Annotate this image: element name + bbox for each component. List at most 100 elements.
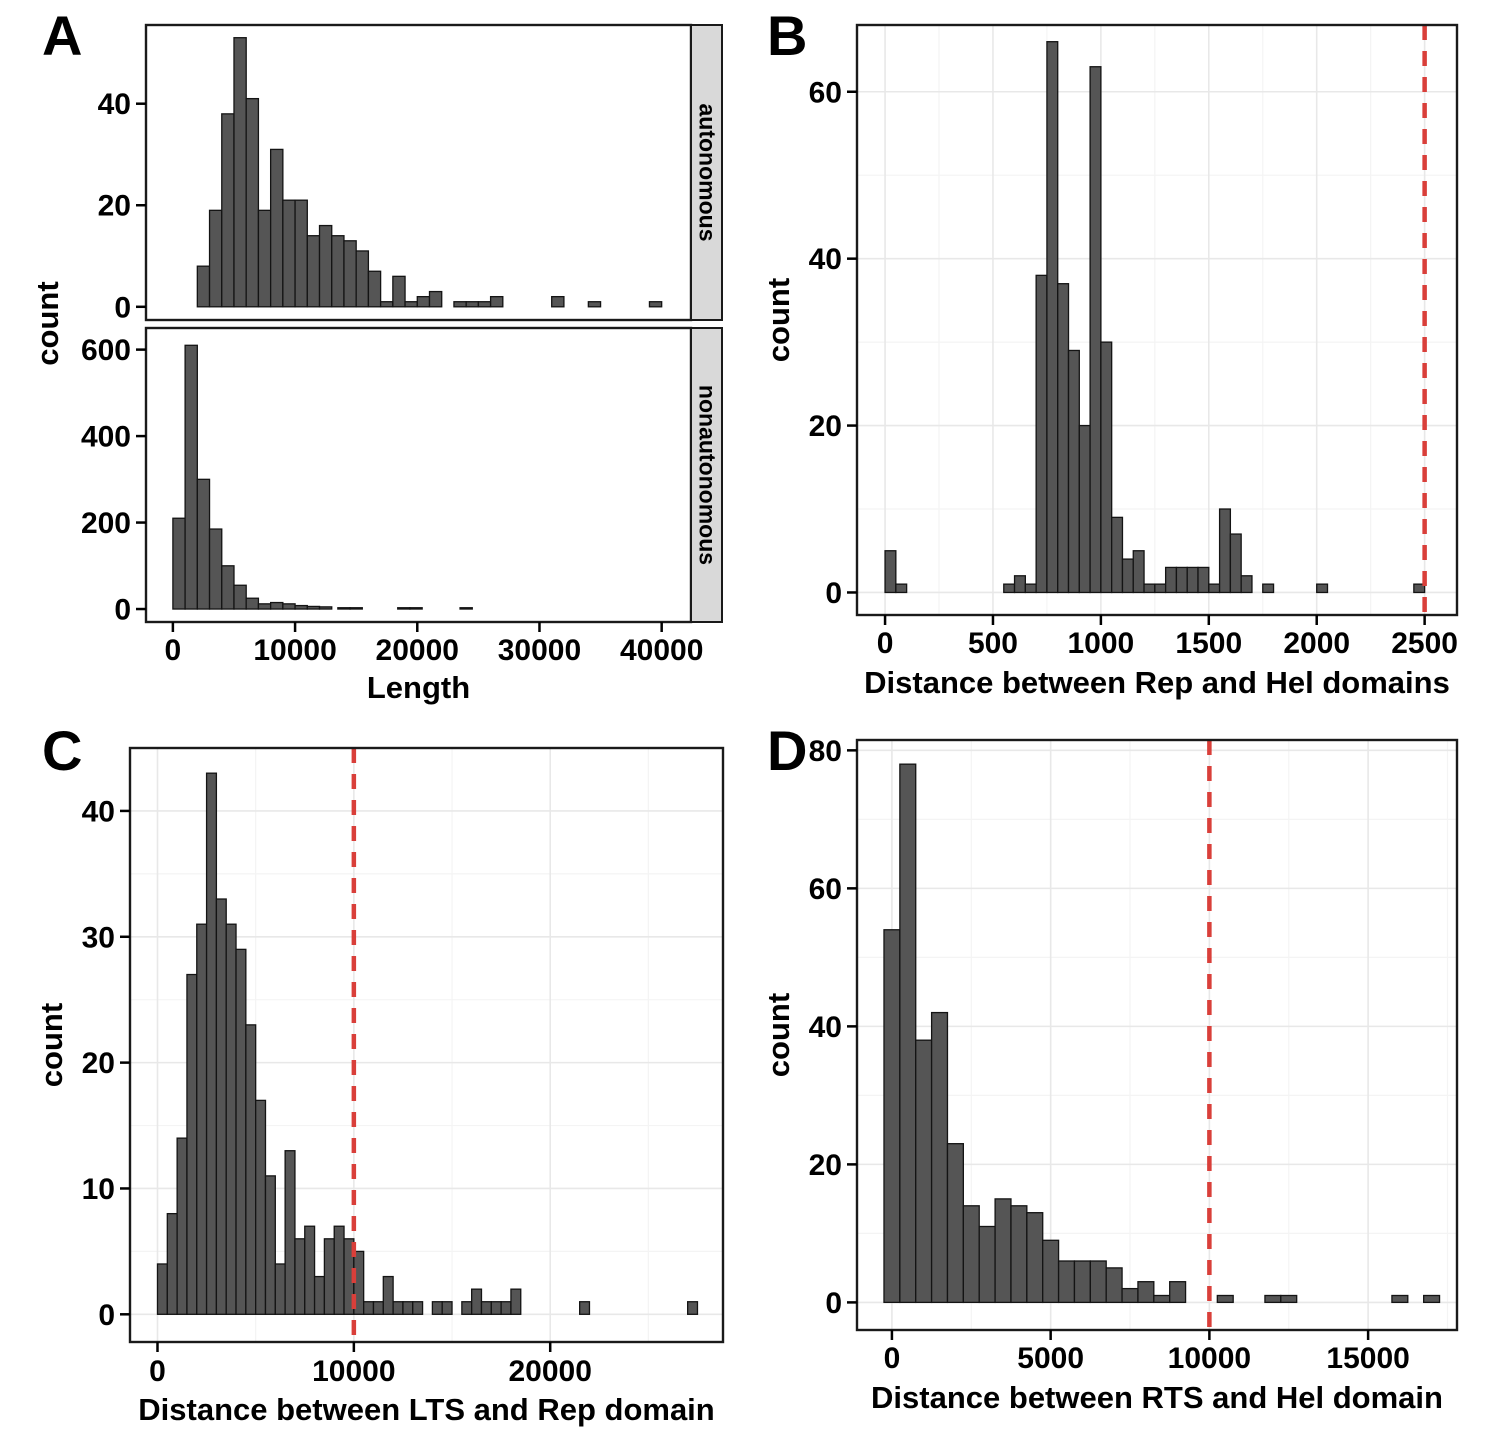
histogram-bar <box>282 603 296 610</box>
y-axis: 0 200 400 600 <box>81 334 146 627</box>
histogram-bar <box>233 37 247 308</box>
histogram-bar <box>402 1301 414 1315</box>
x-axis: 0 10000 20000 30000 40000 <box>165 622 703 667</box>
histogram-bar <box>648 301 663 308</box>
facet-strip-background <box>690 24 723 321</box>
y-axis-tick-label: 60 <box>809 873 842 906</box>
histogram-bar <box>510 1288 522 1315</box>
histogram-bar <box>1089 66 1102 594</box>
histogram-bar <box>1413 583 1426 594</box>
histogram-bar <box>459 607 473 610</box>
x-axis-tick-label: 10000 <box>312 1355 395 1388</box>
x-axis-title: Distance between RTS and Hel domain <box>871 1380 1443 1415</box>
histogram-bar <box>994 1198 1012 1304</box>
histogram-bar <box>235 948 247 1315</box>
histogram-bar <box>294 199 308 308</box>
histogram-bar <box>245 1024 257 1315</box>
y-axis-title: count <box>761 993 796 1077</box>
histogram-bar <box>372 1301 384 1315</box>
y-axis-tick-label: 40 <box>82 795 115 828</box>
x-axis-tick-label: 15000 <box>1326 1342 1409 1375</box>
histogram-bar <box>323 1238 335 1315</box>
panel-A: A 0 20 40 autonomous 0 200 400 600 nonautonomous… <box>0 0 747 715</box>
panel-letter-C: C <box>42 719 83 782</box>
x-axis-tick-label: 2500 <box>1391 627 1458 660</box>
histogram-bar <box>453 301 467 308</box>
histogram-bar <box>1197 566 1210 594</box>
panel-border <box>855 23 1459 617</box>
histogram-bar <box>306 605 321 610</box>
y-axis-tick-label: 40 <box>809 1011 842 1044</box>
panel-A-chart: 0 20 40 autonomous 0 200 400 600 nonautonomous 0 1… <box>30 23 723 705</box>
x-axis: 0 10000 20000 <box>149 1342 592 1388</box>
histogram-bar <box>294 1238 306 1315</box>
histogram-bar <box>196 265 211 308</box>
histogram-bar <box>1121 558 1134 594</box>
histogram-bar <box>337 607 351 610</box>
facet-strip: autonomous <box>690 24 723 321</box>
histogram-bar <box>1229 533 1242 594</box>
histogram-bars <box>884 41 1426 594</box>
histogram-bar <box>245 97 260 308</box>
x-axis-tick-label: 40000 <box>620 634 703 667</box>
y-axis-tick-label: 40 <box>98 88 131 121</box>
y-axis-tick-label: 80 <box>809 735 842 768</box>
histogram-bar <box>579 1301 591 1315</box>
panel-letter-B: B <box>767 4 808 67</box>
histogram-bar <box>284 1150 296 1315</box>
histogram-bar <box>1010 1205 1028 1304</box>
x-axis-tick-label: 0 <box>149 1355 166 1388</box>
histogram-bar <box>1057 1260 1076 1304</box>
histogram-bar <box>883 929 901 1304</box>
histogram-bar <box>184 344 198 610</box>
y-axis-tick-label: 30 <box>82 921 115 954</box>
y-axis-tick-label: 60 <box>809 76 842 109</box>
histogram-bar <box>208 528 223 610</box>
y-axis-tick-label: 20 <box>98 190 131 223</box>
x-axis-tick-label: 1500 <box>1175 627 1242 660</box>
histogram-bar <box>687 1301 699 1315</box>
y-axis: 0 10 20 30 40 <box>82 795 130 1332</box>
histogram-bar <box>587 301 602 308</box>
histogram-bar <box>489 295 504 308</box>
x-axis-tick-label: 10000 <box>253 634 336 667</box>
y-axis-tick-label: 0 <box>825 1287 842 1320</box>
y-axis-tick-label: 400 <box>81 421 131 454</box>
histogram-bar <box>269 148 284 308</box>
histogram-bar <box>397 607 411 610</box>
histogram-bar <box>1186 566 1199 594</box>
histogram-bar <box>1105 1267 1123 1304</box>
histogram-bar <box>1137 1281 1155 1304</box>
histogram-bar <box>1078 424 1091 594</box>
histogram-bar <box>392 275 406 308</box>
histogram-bar <box>264 1175 276 1315</box>
histogram-bar <box>1153 1294 1171 1304</box>
histogram-bar <box>349 607 363 610</box>
histogram-bar <box>1391 1294 1409 1304</box>
histogram-bar <box>257 209 272 308</box>
histogram-bar <box>1423 1294 1441 1304</box>
facet-strip-label: autonomous <box>695 104 721 242</box>
histogram-bar <box>551 295 565 308</box>
x-axis-tick-label: 2000 <box>1283 627 1350 660</box>
histogram-bar <box>196 478 211 610</box>
histogram-bar <box>441 1301 453 1315</box>
histogram-bar <box>176 1137 188 1315</box>
histogram-bar <box>257 603 272 610</box>
histogram-bar <box>1089 1260 1107 1304</box>
histogram-bar <box>465 301 480 308</box>
facet-panel: 0 10 20 30 40 <box>82 746 725 1344</box>
x-axis-tick-label: 0 <box>165 634 182 667</box>
histogram-bar <box>1164 566 1178 594</box>
histogram-bar <box>269 601 284 610</box>
y-axis: 0 20 40 <box>98 88 146 324</box>
x-axis-tick-label: 0 <box>877 627 894 660</box>
x-axis-tick-label: 30000 <box>498 634 581 667</box>
y-axis-tick-label: 600 <box>81 334 131 367</box>
x-axis: 0 5000 10000 15000 <box>884 1330 1410 1375</box>
facet-panel: 0 200 400 600 nonautonomous <box>81 326 723 627</box>
histogram-bar <box>477 301 492 308</box>
histogram-bar <box>1169 1281 1187 1304</box>
panel-D: D 0 20 40 60 80 0 5000 10000 15000 Distance betwe… <box>747 715 1494 1430</box>
histogram-bar <box>225 923 237 1315</box>
